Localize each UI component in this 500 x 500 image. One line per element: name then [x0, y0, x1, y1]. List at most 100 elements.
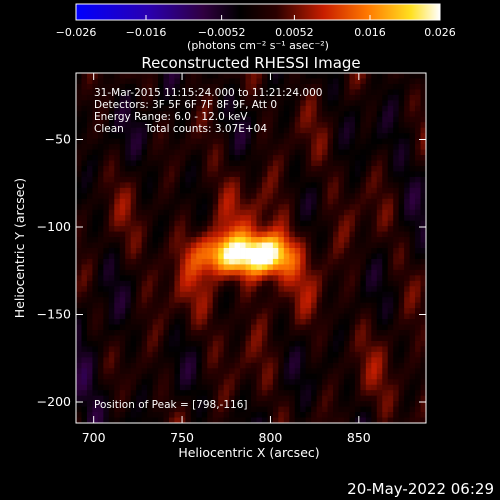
heatmap-cell	[212, 275, 219, 282]
heatmap-cell	[86, 73, 93, 79]
heatmap-cell	[114, 100, 121, 107]
heatmap-cell	[365, 78, 372, 85]
heatmap-cell	[338, 401, 345, 407]
heatmap-cell	[130, 94, 137, 101]
heatmap-cell	[261, 417, 268, 423]
heatmap-cell	[76, 182, 82, 189]
heatmap-cell	[136, 248, 143, 254]
heatmap-cell	[196, 220, 203, 227]
heatmap-cell	[300, 215, 307, 222]
heatmap-cell	[97, 362, 104, 369]
heatmap-cell	[174, 116, 181, 123]
heatmap-cell	[251, 127, 257, 134]
heatmap-cell	[415, 220, 421, 227]
heatmap-cell	[81, 209, 88, 216]
heatmap-cell	[92, 182, 99, 189]
heatmap-cell	[229, 100, 235, 107]
heatmap-cell	[119, 204, 126, 211]
heatmap-cell	[322, 280, 328, 287]
heatmap-cell	[272, 335, 279, 342]
heatmap-cell	[97, 220, 104, 227]
heatmap-cell	[382, 226, 389, 232]
heatmap-cell	[251, 373, 257, 380]
heatmap-cell	[349, 149, 356, 156]
heatmap-cell	[97, 319, 104, 325]
heatmap-cell	[261, 384, 268, 391]
heatmap-cell	[218, 133, 225, 140]
heatmap-cell	[136, 220, 143, 227]
heatmap-cell	[256, 116, 263, 123]
heatmap-cell	[289, 269, 296, 276]
heatmap-cell	[81, 193, 88, 200]
heatmap-cell	[185, 390, 192, 397]
heatmap-cell	[365, 231, 372, 238]
heatmap-cell	[152, 138, 159, 145]
heatmap-cell	[354, 346, 361, 353]
heatmap-cell	[311, 248, 318, 254]
heatmap-cell	[398, 242, 405, 249]
heatmap-cell	[261, 340, 268, 347]
heatmap-cell	[158, 248, 164, 254]
heatmap-cell	[196, 193, 203, 200]
heatmap-cell	[97, 160, 104, 167]
heatmap-cell	[207, 269, 214, 276]
heatmap-cell	[256, 209, 263, 216]
heatmap-cell	[327, 165, 334, 172]
heatmap-cell	[283, 73, 290, 79]
heatmap-cell	[81, 105, 88, 112]
heatmap-cell	[245, 340, 252, 347]
heatmap-cell	[289, 412, 296, 418]
heatmap-cell	[141, 412, 148, 418]
heatmap-cell	[251, 226, 257, 232]
heatmap-cell	[393, 193, 400, 200]
heatmap-cell	[234, 357, 241, 364]
heatmap-cell	[322, 122, 328, 129]
heatmap-cell	[322, 324, 328, 331]
heatmap-cell	[207, 94, 214, 101]
heatmap-cell	[147, 319, 153, 325]
heatmap-cell	[163, 351, 170, 358]
heatmap-cell	[119, 308, 126, 315]
heatmap-cell	[97, 155, 104, 161]
heatmap-cell	[207, 155, 214, 161]
heatmap-cell	[382, 297, 389, 304]
heatmap-cell	[300, 193, 307, 200]
heatmap-cell	[267, 280, 274, 287]
heatmap-cell	[393, 302, 400, 309]
heatmap-cell	[316, 275, 323, 282]
heatmap-cell	[267, 264, 274, 271]
heatmap-cell	[338, 357, 345, 364]
heatmap-cell	[168, 395, 175, 402]
heatmap-cell	[333, 417, 339, 423]
heatmap-cell	[267, 149, 274, 156]
heatmap-cell	[327, 231, 334, 238]
heatmap-cell	[387, 160, 394, 167]
heatmap-cell	[327, 138, 334, 145]
heatmap-cell	[92, 78, 99, 85]
heatmap-cell	[283, 133, 290, 140]
heatmap-cell	[223, 78, 230, 85]
heatmap-cell	[158, 357, 164, 364]
heatmap-cell	[393, 258, 400, 265]
heatmap-cell	[147, 291, 153, 298]
heatmap-cell	[365, 340, 372, 347]
heatmap-cell	[354, 373, 361, 380]
heatmap-cell	[163, 78, 170, 85]
heatmap-cell	[272, 226, 279, 232]
heatmap-cell	[229, 209, 235, 216]
heatmap-cell	[300, 324, 307, 331]
heatmap-cell	[343, 133, 350, 140]
heatmap-cell	[415, 122, 421, 129]
heatmap-cell	[179, 89, 186, 96]
heatmap-cell	[256, 335, 263, 342]
heatmap-cell	[382, 138, 389, 145]
heatmap-cell	[240, 187, 246, 194]
heatmap-cell	[261, 160, 268, 167]
heatmap-cell	[229, 335, 235, 342]
heatmap-cell	[223, 127, 230, 134]
heatmap-cell	[174, 346, 181, 353]
heatmap-cell	[152, 226, 159, 232]
heatmap-cell	[371, 138, 378, 145]
heatmap-cell	[108, 89, 115, 96]
heatmap-cell	[256, 253, 263, 260]
